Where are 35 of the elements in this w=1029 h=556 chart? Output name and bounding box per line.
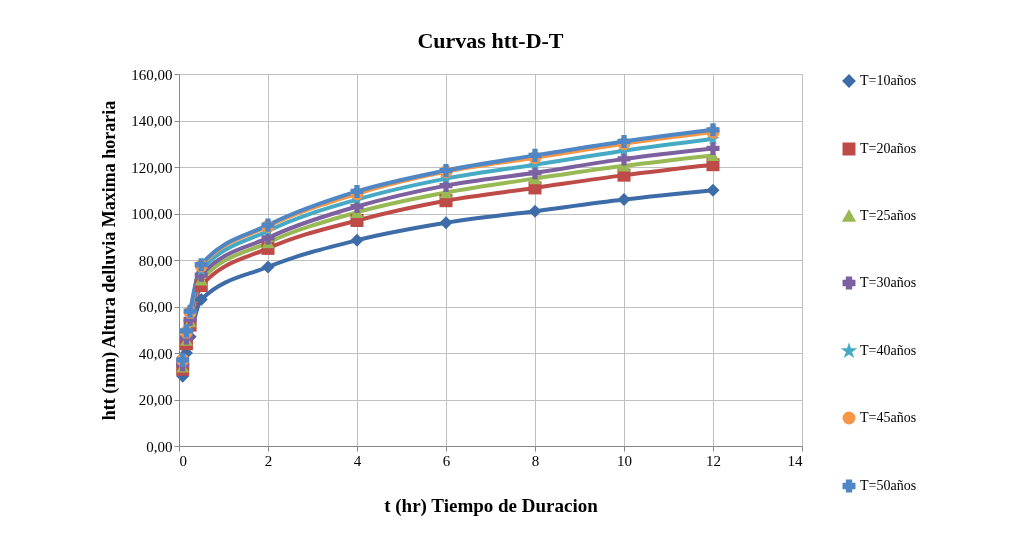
point	[528, 204, 542, 218]
legend-label: T=10años	[860, 73, 917, 88]
y-tick-label: 40,00	[138, 345, 173, 362]
y-axis-title: htt (mm) Altura delluvia Maxima horaria	[99, 100, 121, 421]
point	[194, 293, 208, 307]
legend-label: T=30años	[860, 275, 917, 290]
point	[706, 141, 720, 155]
x-tick-label: 12	[706, 452, 721, 469]
x-axis-title: t (hr) Tiempo de Duracion	[384, 494, 599, 517]
x-tick-label: 4	[353, 452, 362, 469]
point	[439, 216, 453, 230]
y-tick-label: 140,00	[131, 113, 173, 129]
point	[261, 260, 275, 274]
y-tick-label: 120,00	[131, 159, 173, 176]
chart-title: Curvas htt-D-T	[417, 28, 564, 53]
x-tick-label: 8	[531, 452, 540, 469]
y-tick-label: 80,00	[138, 252, 173, 269]
x-tick-label: 0	[179, 452, 187, 469]
point	[706, 183, 720, 197]
legend-label: T=40años	[860, 343, 917, 358]
x-tick-label: 10	[617, 452, 632, 469]
y-tick-label: 100,00	[131, 206, 173, 222]
x-tick-label: 6	[442, 452, 451, 469]
point	[617, 193, 631, 207]
x-tick-label: 14	[787, 452, 803, 469]
legend-label: T=50años	[860, 478, 917, 493]
y-tick-label: 60,00	[138, 299, 173, 315]
y-tick-label: 0,00	[146, 438, 173, 455]
legend-label: T=20años	[860, 141, 917, 156]
y-tick-label: 160,00	[131, 66, 173, 83]
point	[350, 233, 364, 247]
legend-label: T=45años	[860, 410, 917, 425]
x-tick-label: 2	[264, 452, 273, 469]
legend-label: T=25años	[860, 208, 917, 223]
y-tick-label: 20,00	[138, 392, 173, 408]
